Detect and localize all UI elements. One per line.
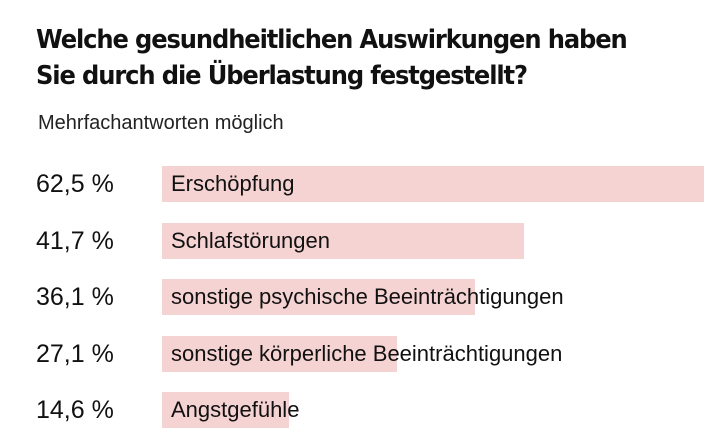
value-label-1: 62,5 % [36, 170, 114, 198]
value-label-5: 14,6 % [36, 396, 114, 424]
chart-title: Welche gesundheitlichen Auswirkungen hab… [36, 22, 668, 94]
value-label-2: 41,7 % [36, 227, 114, 255]
chart-title-line-2: Sie durch die Überlastung festgestellt? [36, 61, 528, 91]
value-label-4: 27,1 % [36, 340, 114, 368]
category-label-2: Schlafstörungen [171, 228, 330, 253]
bar-1 [162, 166, 704, 202]
chart-subtitle: Mehrfachantworten möglich [38, 112, 284, 134]
category-label-1: Erschöpfung [171, 171, 295, 196]
bar-5 [162, 392, 289, 428]
chart-title-line-1: Welche gesundheitlichen Auswirkungen hab… [36, 25, 628, 55]
bar-3 [162, 279, 475, 315]
value-label-3: 36,1 % [36, 283, 114, 311]
category-label-5: Angstgefühle [171, 397, 300, 422]
category-label-4: sonstige körperliche Beeinträchtigungen [171, 341, 563, 366]
category-label-3: sonstige psychische Beeinträchtigungen [171, 284, 564, 309]
bar-2 [162, 223, 524, 259]
bar-4 [162, 336, 397, 372]
